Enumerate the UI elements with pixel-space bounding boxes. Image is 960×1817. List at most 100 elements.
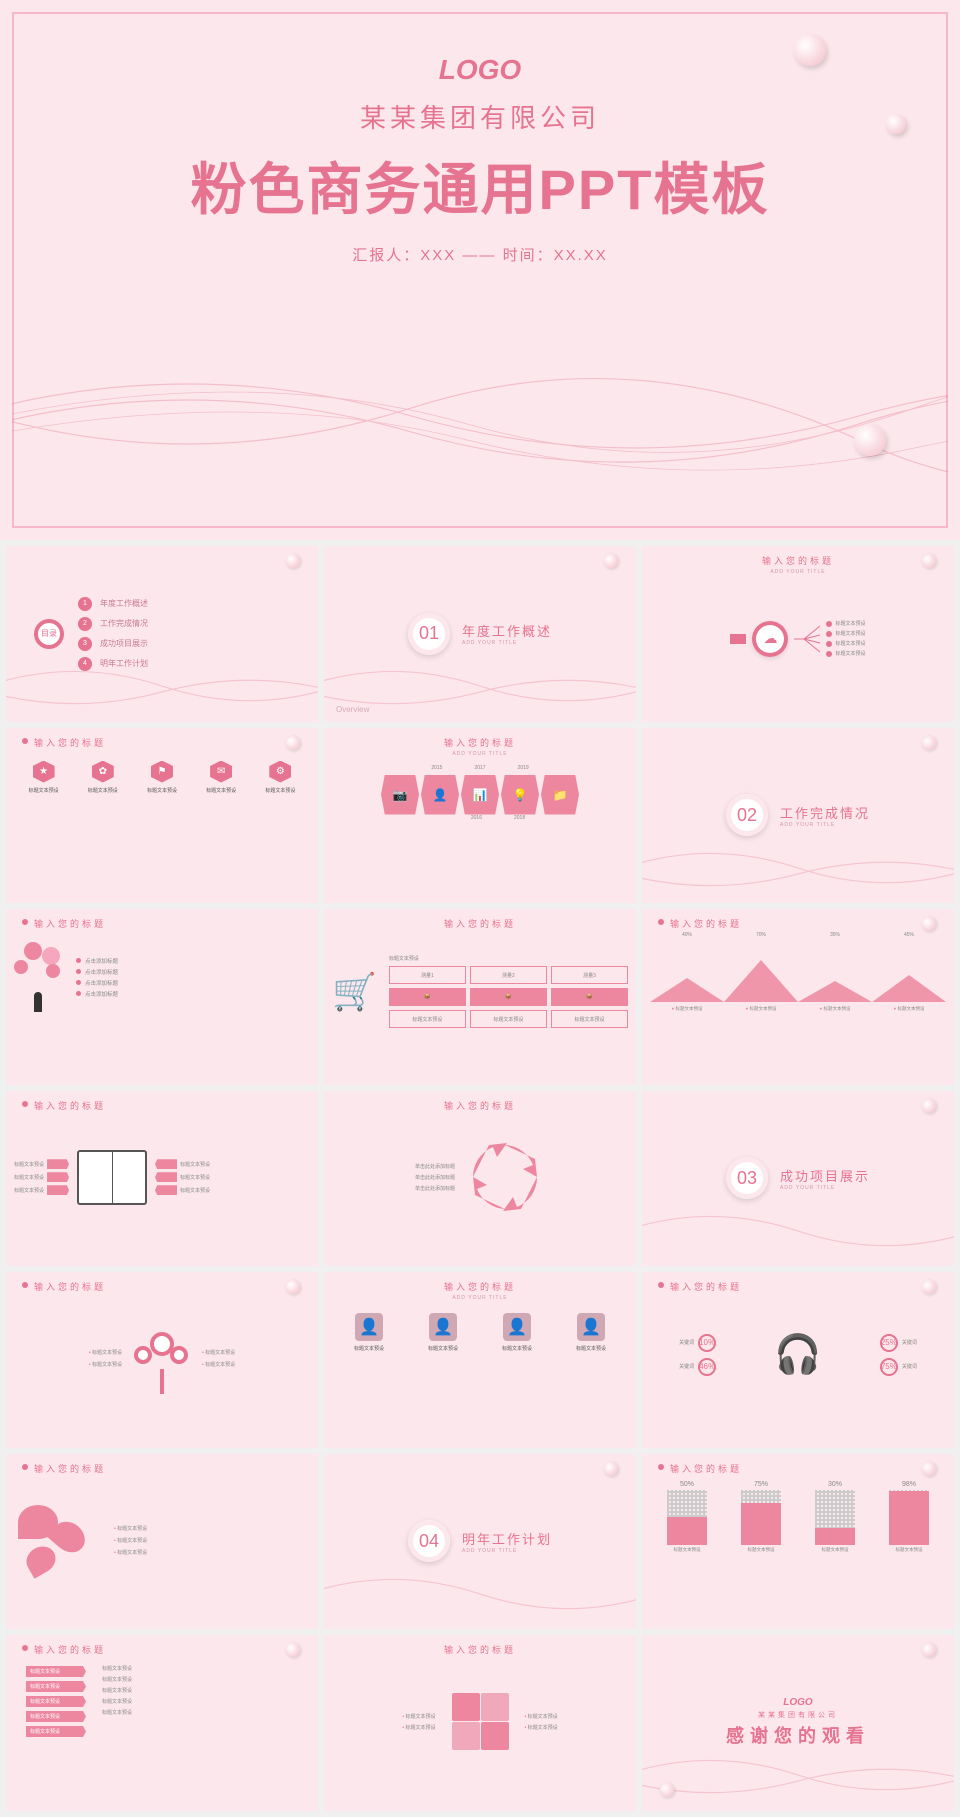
label: 标题文本预设 bbox=[428, 1345, 458, 1352]
list-item: 标题文本预设 bbox=[402, 1713, 435, 1720]
cell: 测量3 bbox=[551, 966, 628, 984]
slide-heading: 输入您的标题 bbox=[332, 917, 628, 930]
timeline-node: 📊 bbox=[461, 775, 499, 815]
list-item: 点击添加标题 bbox=[76, 990, 310, 998]
list-item: 标题文本预设 bbox=[114, 1549, 147, 1556]
slide-bar-chart[interactable]: 输入您的标题 50%标题文本预设 75%标题文本预设 30%标题文本预设 98%… bbox=[642, 1454, 954, 1630]
right-list: 标题文本预设 标题文本预设 标题文本预设 bbox=[155, 1159, 210, 1195]
slide-headphones[interactable]: 输入您的标题 关键词10% 关键词46% 🎧 25%关键词 75%关键词 bbox=[642, 1272, 954, 1448]
icon-label: 标题文本预设 bbox=[265, 787, 295, 794]
slide-section-04[interactable]: 04 明年工作计划ADD YOUR TITLE bbox=[324, 1454, 636, 1630]
list-item: 标题文本预设 bbox=[826, 630, 865, 637]
slide-area-chart[interactable]: 输入您的标题 40%70%35%45% 标题文本预设标题文本预设标题文本预设标题… bbox=[642, 909, 954, 1085]
section-label: 明年工作计划 bbox=[462, 1529, 552, 1548]
slide-cloud[interactable]: 输入您的标题 ADD YOUR TITLE ☁ 标题文本预设 标题文本预设 标题… bbox=[642, 546, 954, 722]
connector-icon bbox=[730, 634, 746, 644]
slide-heading: 输入您的标题 bbox=[14, 1099, 310, 1112]
slide-timeline[interactable]: 输入您的标题 ADD YOUR TITLE 201520172019 📷 👤 📊… bbox=[324, 728, 636, 904]
slide-toc[interactable]: 目录 1年度工作概述 2工作完成情况 3成功项目展示 4明年工作计划 bbox=[6, 546, 318, 722]
tree-graphic bbox=[132, 1324, 192, 1394]
badge-icon bbox=[155, 1159, 177, 1169]
slide-cycle[interactable]: 输入您的标题 单击此处添加标题 单击此处添加标题 单击此处添加标题 bbox=[324, 1091, 636, 1267]
bullet-list: 点击添加标题 点击添加标题 点击添加标题 点击添加标题 bbox=[76, 954, 310, 1001]
slide-puzzle[interactable]: 输入您的标题 标题文本预设 标题文本预设 标题文本预设 标题文本预设 bbox=[324, 1635, 636, 1811]
slide-cart[interactable]: 输入您的标题 🛒 标题文本预设 测量1测量2测量3 📦📦📦 标题文本预设标题文本… bbox=[324, 909, 636, 1085]
desc: 标题文本预设 bbox=[102, 1710, 132, 1717]
desc-list: 标题文本预设 标题文本预设 标题文本预设 标题文本预设 标题文本预设 bbox=[102, 1666, 132, 1778]
list-item: 标题文本预设 bbox=[202, 1349, 235, 1356]
slide-notebook[interactable]: 输入您的标题 标题文本预设 标题文本预设 标题文本预设 标题文本预设 标题文本预… bbox=[6, 1091, 318, 1267]
slide-heading: 输入您的标题 bbox=[332, 1280, 628, 1293]
tag-list: 标题文本预设 标题文本预设 标题文本预设 标题文本预设 标题文本预设 bbox=[26, 1666, 86, 1778]
cycle-diagram bbox=[465, 1137, 545, 1217]
slide-blobs[interactable]: 输入您的标题 标题文本预设 标题文本预设 标题文本预设 bbox=[6, 1454, 318, 1630]
bar-value: 98% bbox=[902, 1481, 916, 1488]
list-item: 点击添加标题 bbox=[76, 979, 310, 987]
section-number: 01 bbox=[408, 613, 450, 655]
balloons-graphic bbox=[14, 942, 64, 1012]
petal-icon bbox=[286, 736, 300, 750]
avatar-icon: 👤 bbox=[577, 1313, 605, 1341]
person-icon bbox=[34, 992, 42, 1012]
desc: 标题文本预设 bbox=[102, 1666, 132, 1673]
section-en: ADD YOUR TITLE bbox=[780, 1185, 870, 1191]
cell: 标题文本预设 bbox=[470, 1010, 547, 1028]
bar-label: 标题文本预设 bbox=[748, 1547, 775, 1553]
petal-icon bbox=[922, 1462, 936, 1476]
slide-icons[interactable]: 输入您的标题 ★标题文本预设 ✿标题文本预设 ⚑标题文本预设 ✉标题文本预设 ⚙… bbox=[6, 728, 318, 904]
section-number: 03 bbox=[726, 1157, 768, 1199]
slide-heading: 输入您的标题 bbox=[332, 736, 628, 749]
slide-section-01[interactable]: 01 年度工作概述 ADD YOUR TITLE Overview bbox=[324, 546, 636, 722]
slide-balloons[interactable]: 输入您的标题 点击添加标题 点击添加标题 点击添加标题 点击添加标题 bbox=[6, 909, 318, 1085]
slide-list[interactable]: 输入您的标题 标题文本预设 标题文本预设 标题文本预设 标题文本预设 标题文本预… bbox=[6, 1635, 318, 1811]
slide-heading: 输入您的标题 bbox=[14, 1280, 310, 1293]
cell: 📦 bbox=[470, 988, 547, 1006]
slide-thanks[interactable]: LOGO 某某集团有限公司 感谢您的观看 bbox=[642, 1635, 954, 1811]
badge-icon bbox=[47, 1172, 69, 1182]
slide-section-03[interactable]: 03 成功项目展示ADD YOUR TITLE bbox=[642, 1091, 954, 1267]
cell: 📦 bbox=[551, 988, 628, 1006]
section-en: ADD YOUR TITLE bbox=[780, 822, 870, 828]
section-label: 成功项目展示 bbox=[780, 1166, 870, 1185]
year-label: 2017 bbox=[474, 765, 485, 771]
timeline-chart: 📷 👤 📊 💡 📁 bbox=[332, 775, 628, 815]
list-item: 点击添加标题 bbox=[76, 968, 310, 976]
slide-subheading: ADD YOUR TITLE bbox=[332, 1295, 628, 1301]
slide-tree[interactable]: 输入您的标题 标题文本预设 标题文本预设 标题文本预设 标题文本预设 bbox=[6, 1272, 318, 1448]
cart-icon: 🛒 bbox=[332, 971, 377, 1013]
slide-heading: 输入您的标题 bbox=[650, 1462, 946, 1475]
stat-circle: 75% bbox=[880, 1358, 898, 1376]
list-item: 标题文本预设 bbox=[402, 1724, 435, 1731]
hex-icon: ⚑ bbox=[151, 761, 173, 783]
petal-icon bbox=[854, 424, 886, 456]
section-label: 年度工作概述 bbox=[462, 621, 552, 640]
chart-value-labels: 40%70%35%45% bbox=[650, 932, 946, 938]
list-item: 标题文本预设 bbox=[89, 1361, 122, 1368]
headphone-icon: 🎧 bbox=[774, 1333, 821, 1377]
petal-icon bbox=[886, 114, 906, 134]
year-label: 2018 bbox=[514, 815, 525, 821]
slide-team[interactable]: 输入您的标题 ADD YOUR TITLE 👤标题文本预设 👤标题文本预设 👤标… bbox=[324, 1272, 636, 1448]
list-item: 点击添加标题 bbox=[76, 957, 310, 965]
slide-heading: 输入您的标题 bbox=[650, 917, 946, 930]
right-stats: 25%关键词 75%关键词 bbox=[880, 1334, 917, 1376]
overview-label: Overview bbox=[336, 705, 369, 714]
slide-heading: 输入您的标题 bbox=[14, 1643, 310, 1656]
badge-icon bbox=[155, 1185, 177, 1195]
slide-section-02[interactable]: 02 工作完成情况ADD YOUR TITLE bbox=[642, 728, 954, 904]
cloud-list: 标题文本预设 标题文本预设 标题文本预设 标题文本预设 bbox=[826, 620, 865, 657]
icon-label: 标题文本预设 bbox=[206, 787, 236, 794]
desc: 标题文本预设 bbox=[102, 1677, 132, 1684]
bullet-list: 标题文本预设 标题文本预设 标题文本预设 bbox=[114, 1525, 147, 1556]
bullet-list: 单击此处添加标题 单击此处添加标题 单击此处添加标题 bbox=[415, 1163, 455, 1192]
right-list: 标题文本预设 标题文本预设 bbox=[202, 1349, 235, 1368]
cover-slide: LOGO 某某集团有限公司 粉色商务通用PPT模板 汇报人：XXX —— 时间：… bbox=[0, 0, 960, 540]
slide-heading: 输入您的标题 bbox=[14, 917, 310, 930]
cover-frame: LOGO 某某集团有限公司 粉色商务通用PPT模板 汇报人：XXX —— 时间：… bbox=[12, 12, 948, 528]
notebook-icon bbox=[77, 1150, 147, 1205]
list-item: 标题文本预设 bbox=[826, 640, 865, 647]
left-list: 标题文本预设 标题文本预设 bbox=[89, 1349, 122, 1368]
year-label: 2019 bbox=[518, 765, 529, 771]
puzzle-graphic bbox=[452, 1693, 509, 1750]
label: 标题文本预设 bbox=[576, 1345, 606, 1352]
